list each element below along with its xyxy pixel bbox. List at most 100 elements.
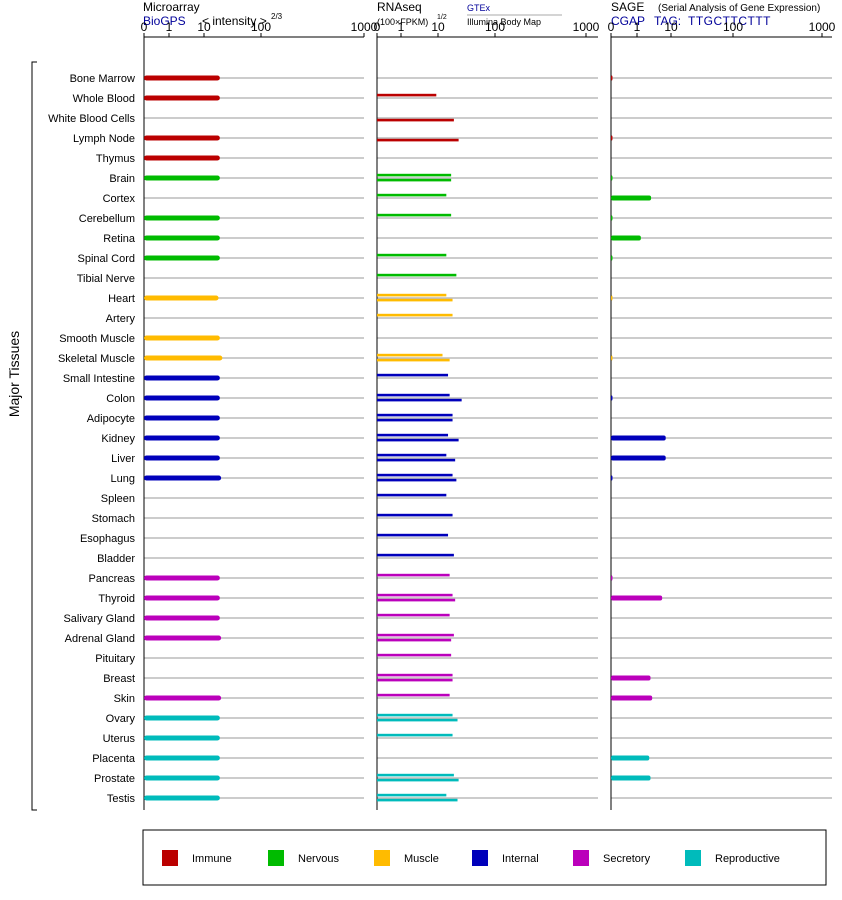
bar-rnaseq-gtex-lung: [377, 473, 453, 477]
panel-header-sage: SAGE (Serial Analysis of Gene Expression…: [611, 0, 820, 28]
legend-label-reproductive: Reproductive: [715, 853, 780, 865]
tissue-label-cortex: Cortex: [103, 193, 136, 205]
bar-rnaseq-gtex-esophagus: [377, 533, 449, 537]
bar-rnaseq-gtex-testis: [377, 793, 447, 797]
bar-microarray-heart: [144, 295, 219, 301]
tissue-label-colon: Colon: [106, 393, 135, 405]
tissue-label-white-blood-cells: White Blood Cells: [48, 113, 135, 125]
bar-rnaseq-gtex-artery: [377, 313, 453, 317]
bar-microarray-lymph-node: [144, 135, 220, 141]
bar-rnaseq-gtex-liver: [377, 453, 447, 457]
bar-microarray-testis: [144, 795, 220, 801]
bar-sage-liver: [611, 455, 666, 461]
x-tick-label-microarray-100: 100: [251, 20, 271, 34]
tissue-label-adipocyte: Adipocyte: [87, 413, 135, 425]
bar-rnaseq-gtex-spleen: [377, 493, 447, 497]
tissue-label-kidney: Kidney: [101, 433, 135, 445]
x-tick-label-sage-1000: 1000: [809, 20, 836, 34]
legend-label-internal: Internal: [502, 853, 539, 865]
legend-swatch-nervous: [268, 850, 284, 866]
bar-rnaseq-gtex-uterus: [377, 733, 453, 737]
bar-sage-brain: [611, 175, 613, 181]
bar-sage-cerebellum: [611, 215, 613, 221]
bar-rnaseq-gtex-breast: [377, 673, 453, 677]
bar-rnaseq-gtex-brain: [377, 173, 452, 177]
bar-sage-breast: [611, 675, 651, 681]
rnaseq-measure-exponent: 1/2: [437, 14, 447, 21]
tissue-label-lung: Lung: [111, 473, 135, 485]
bar-rnaseq-gtex-pituitary: [377, 653, 452, 657]
bar-rnaseq-illumina-breast: [377, 678, 453, 682]
legend-label-nervous: Nervous: [298, 853, 339, 865]
rnaseq-source-illumina: Illumina Body Map: [467, 17, 541, 27]
x-tick-label-rnaseq-1: 1: [398, 20, 405, 34]
bar-rnaseq-illumina-lymph-node: [377, 138, 459, 142]
tissue-label-tibial-nerve: Tibial Nerve: [77, 273, 135, 285]
bar-rnaseq-gtex-bladder: [377, 553, 454, 557]
bar-rnaseq-illumina-liver: [377, 458, 456, 462]
bar-rnaseq-illumina-white-blood-cells: [377, 118, 454, 122]
bar-microarray-retina: [144, 235, 220, 241]
x-tick-label-rnaseq-100: 100: [485, 20, 505, 34]
microarray-source-link[interactable]: BioGPS: [143, 14, 186, 28]
microarray-measure-exponent: 2/3: [271, 12, 283, 21]
tissue-label-whole-blood: Whole Blood: [73, 93, 135, 105]
bar-rnaseq-illumina-adrenal-gland: [377, 638, 452, 642]
bar-microarray-salivary-gland: [144, 615, 220, 621]
legend-swatch-internal: [472, 850, 488, 866]
bar-rnaseq-gtex-skin: [377, 693, 450, 697]
bar-rnaseq-gtex-adipocyte: [377, 413, 453, 417]
x-tick-label-microarray-1: 1: [166, 20, 173, 34]
legend-items: Immune Nervous Muscle Internal Secretory Repr…: [162, 850, 780, 866]
tissue-label-pituitary: Pituitary: [95, 653, 135, 665]
bar-microarray-placenta: [144, 755, 220, 761]
sage-source-link[interactable]: CGAP: [611, 14, 645, 28]
bar-microarray-kidney: [144, 435, 220, 441]
x-tick-label-sage-0: 0: [608, 20, 615, 34]
tissue-label-thymus: Thymus: [96, 153, 136, 165]
tissue-label-smooth-muscle: Smooth Muscle: [59, 333, 135, 345]
bar-sage-skeletal-muscle: [611, 355, 613, 361]
x-tick-label-sage-10: 10: [664, 20, 678, 34]
tissue-label-retina: Retina: [103, 233, 136, 245]
tissue-label-lymph-node: Lymph Node: [73, 133, 135, 145]
x-tick-label-rnaseq-1000: 1000: [573, 20, 600, 34]
bar-microarray-adipocyte: [144, 415, 220, 421]
tissue-label-ovary: Ovary: [106, 713, 136, 725]
bar-rnaseq-illumina-kidney: [377, 438, 459, 442]
tissue-label-heart: Heart: [108, 293, 135, 305]
bar-rnaseq-gtex-whole-blood: [377, 93, 437, 97]
bar-sage-heart: [611, 295, 613, 301]
rnaseq-source-gtex-link[interactable]: GTEx: [467, 3, 491, 13]
bar-sage-retina: [611, 235, 641, 241]
bar-microarray-lung: [144, 475, 222, 481]
bar-sage-spinal-cord: [611, 255, 613, 261]
tissue-labels: Bone Marrow Whole Blood White Blood Cells L…: [48, 73, 136, 805]
bar-rnaseq-gtex-skeletal-muscle: [377, 353, 443, 357]
bar-microarray-spinal-cord: [144, 255, 220, 261]
bar-rnaseq-illumina-thyroid: [377, 598, 456, 602]
tissue-label-testis: Testis: [107, 793, 136, 805]
tissue-label-bone-marrow: Bone Marrow: [70, 73, 135, 85]
y-axis-bracket: [31, 61, 37, 811]
bar-sage-colon: [611, 395, 613, 401]
bar-rnaseq-gtex-spinal-cord: [377, 253, 447, 257]
bar-sage-cortex: [611, 195, 652, 201]
bar-sage-pancreas: [611, 575, 613, 581]
tissue-label-adrenal-gland: Adrenal Gland: [65, 633, 135, 645]
tissue-label-spleen: Spleen: [101, 493, 135, 505]
tissue-label-skeletal-muscle: Skeletal Muscle: [58, 353, 135, 365]
tissue-label-uterus: Uterus: [103, 733, 136, 745]
bar-microarray-brain: [144, 175, 220, 181]
tissue-label-spinal-cord: Spinal Cord: [78, 253, 135, 265]
microarray-title: Microarray: [143, 0, 200, 14]
bar-rnaseq-illumina-heart: [377, 298, 453, 302]
bar-microarray-whole-blood: [144, 95, 220, 101]
bar-rnaseq-gtex-heart: [377, 293, 447, 297]
bar-rnaseq-gtex-tibial-nerve: [377, 273, 457, 277]
tissue-label-placenta: Placenta: [92, 753, 136, 765]
bar-microarray-adrenal-gland: [144, 635, 222, 641]
bar-rnaseq-gtex-colon: [377, 393, 450, 397]
legend-swatch-immune: [162, 850, 178, 866]
